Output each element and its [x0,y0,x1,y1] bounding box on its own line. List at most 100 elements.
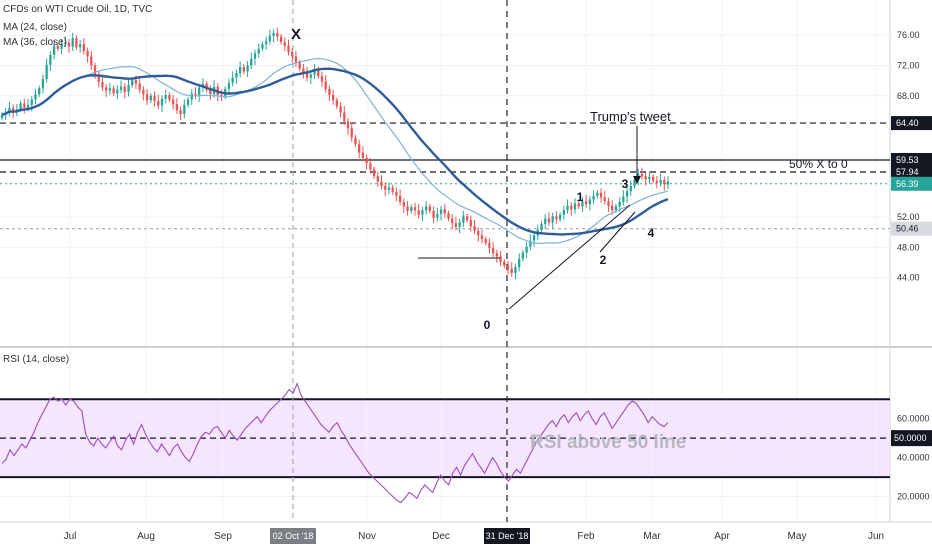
candle-body [265,41,268,45]
candle-body [23,103,26,108]
candle-body [428,206,432,211]
candle-body [573,203,577,210]
candle-body [179,110,182,114]
candle-body [324,81,327,89]
price-level-tag-bg [891,221,932,236]
candle-body [149,95,152,101]
candle-body [242,66,245,72]
candle-body [384,185,387,190]
candle-body [358,144,361,153]
candle-body [633,179,636,186]
candle-body [78,44,82,48]
candle-body [131,79,134,86]
candle-body [86,51,89,57]
price-level-tag: 56.39 [896,179,919,189]
candle-body [599,192,603,198]
candle-body [101,82,104,88]
candle-body [570,205,573,210]
candle-body [305,73,309,78]
price-level-tag-bg [891,176,932,191]
candle-body [603,197,606,202]
price-level-tag: 57.94 [896,167,919,177]
candle-body [220,95,223,97]
candle-body [406,206,409,211]
rsi-tick-label: 60.0000 [897,414,930,424]
candle-body [138,83,141,90]
candle-body [283,41,286,46]
time-tick-label: Feb [577,531,595,542]
candle-body [90,56,93,66]
candle-body [30,99,33,105]
candle-body [302,68,305,74]
candle-body [514,267,517,274]
candle-body [71,38,74,47]
candle-body [413,207,417,211]
candle-body [458,222,461,227]
wave-point-label: 4 [648,226,655,240]
candle-body [518,258,521,268]
candle-body [387,187,391,190]
candle-body [38,88,41,95]
candle-body [119,86,123,90]
ma-36-line [1,67,669,236]
rsi-line [1,382,669,504]
candle-body [521,252,525,259]
rsi-level-tag: 50.0000 [894,433,927,443]
candle-body [350,128,353,138]
main-pane-bg [0,0,890,346]
candle-body [596,192,599,196]
time-highlight-label: 31 Dec '18 [486,531,529,541]
candle-body [547,218,551,223]
candle-body [588,199,592,205]
candle-body [52,45,56,55]
candle-body [26,104,30,108]
candle-body [436,214,439,218]
price-tick-label: 48.00 [897,242,920,252]
candle-body [640,173,644,177]
ma-24-line [1,57,669,244]
wave-point-label: 0 [484,318,491,332]
candle-body [540,223,543,230]
rsi-series-line [1,382,669,504]
candle-body [320,76,324,82]
candle-body [343,112,346,122]
candle-body [558,214,562,220]
candle-body [261,44,264,49]
candle-body [291,51,294,57]
candle-body [592,195,595,200]
candle-body [250,58,253,66]
candle-body [551,216,554,223]
candle-body [480,235,484,240]
candle-body [462,216,465,223]
rsi-tick-label: 40.0000 [897,453,930,463]
price-level-tag: 64.40 [896,118,919,128]
price-level-tag: 50.46 [896,224,919,234]
candle-body [380,181,383,186]
candle-body [395,192,398,196]
candle-body [622,196,625,202]
price-tick-label: 76.00 [897,30,920,40]
candle-body [499,256,502,262]
candle-body [525,246,528,253]
candle-body [439,209,443,215]
candle-body [209,89,212,95]
ma-36-legend: MA (36, close) [3,37,67,48]
candle-body [142,89,145,95]
candle-body [134,79,138,84]
wave-point-label: 1 [577,190,584,204]
trend-line-2-4 [599,211,636,253]
candle-body [183,104,186,114]
candle-body [488,242,491,249]
wave-point-label: 2 [600,253,607,267]
candle-body [108,88,112,91]
candle-body [614,206,618,211]
time-highlight-label: 02 Oct '18 [273,531,314,541]
candle-body [655,180,658,183]
rsi-tick-label: 20.0000 [897,492,930,502]
candle-body [659,179,662,183]
candle-body [346,121,350,129]
candle-body [651,176,655,181]
candle-body [97,76,100,83]
